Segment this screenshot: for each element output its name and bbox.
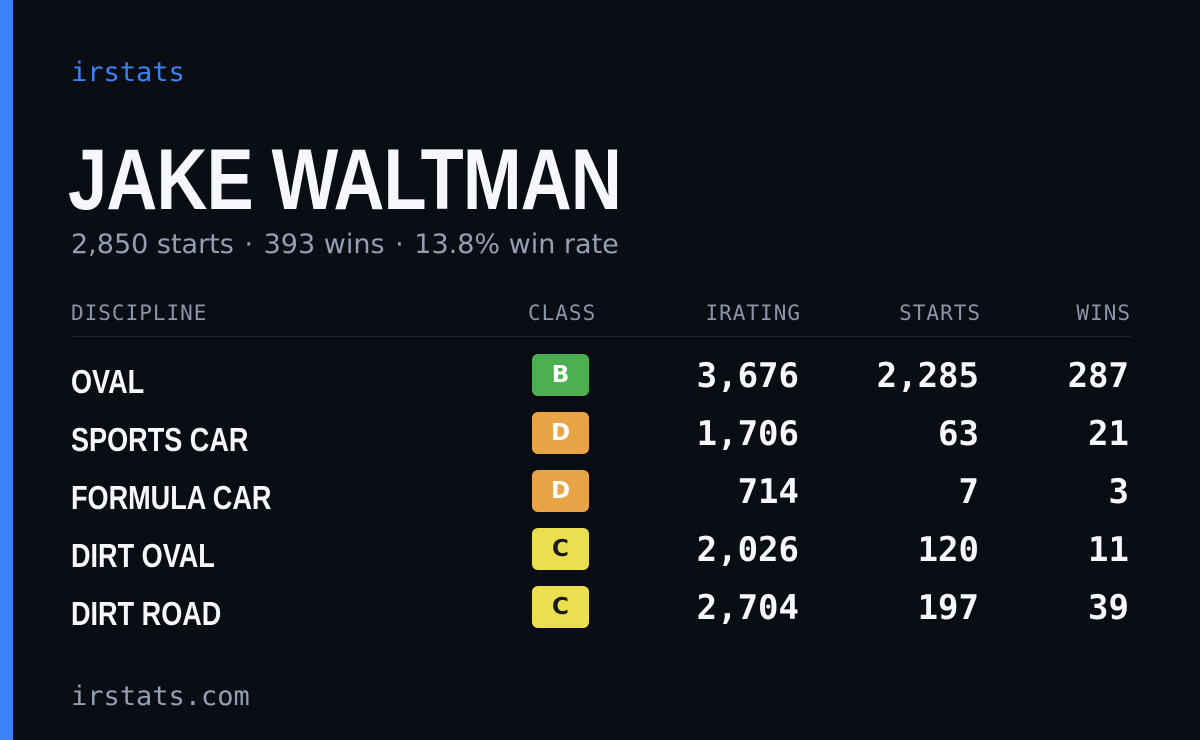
- player-name: JAKE WALTMAN: [68, 132, 622, 228]
- wins-value: 287: [1067, 356, 1129, 396]
- discipline-name: OVAL: [71, 363, 145, 400]
- table-row: DIRT OVAL C 2,026 120 11: [71, 528, 1131, 586]
- wins-value: 21: [1088, 414, 1129, 454]
- header-starts: STARTS: [899, 301, 981, 325]
- player-summary: 2,850 starts · 393 wins · 13.8% win rate: [71, 228, 619, 262]
- irating-value: 3,676: [696, 356, 799, 396]
- class-badge: D: [532, 470, 589, 512]
- separator: ·: [395, 229, 404, 260]
- wins-value: 39: [1088, 588, 1129, 628]
- starts-value: 120: [917, 530, 979, 570]
- table-row: DIRT ROAD C 2,704 197 39: [71, 586, 1131, 644]
- irating-value: 1,706: [696, 414, 799, 454]
- discipline-name: SPORTS CAR: [71, 421, 249, 458]
- discipline-name: DIRT ROAD: [71, 595, 222, 632]
- brand-logo: irstats: [71, 57, 185, 88]
- separator: ·: [244, 229, 254, 260]
- class-badge: C: [532, 528, 589, 570]
- irating-value: 714: [737, 472, 799, 512]
- starts-value: 63: [938, 414, 979, 454]
- class-badge: B: [532, 354, 589, 396]
- starts-value: 7: [958, 472, 979, 512]
- starts-value: 2,285: [876, 356, 979, 396]
- wins-value: 3: [1108, 472, 1129, 512]
- discipline-name: DIRT OVAL: [71, 537, 215, 574]
- header-discipline: DISCIPLINE: [71, 301, 208, 325]
- irating-value: 2,026: [696, 530, 799, 570]
- footer-url: irstats.com: [71, 681, 250, 712]
- class-badge: D: [532, 412, 589, 454]
- wins-summary: 393 wins: [263, 229, 385, 260]
- header-irating: IRATING: [705, 301, 801, 325]
- table-header: DISCIPLINE CLASS IRATING STARTS WINS: [71, 298, 1131, 337]
- table-row: SPORTS CAR D 1,706 63 21: [71, 412, 1131, 470]
- accent-bar: [0, 0, 13, 740]
- win-rate-summary: 13.8% win rate: [414, 229, 619, 260]
- starts-summary: 2,850 starts: [71, 229, 234, 260]
- irating-value: 2,704: [696, 588, 799, 628]
- header-class: CLASS: [528, 301, 597, 325]
- table-row: FORMULA CAR D 714 7 3: [71, 470, 1131, 528]
- table-row: OVAL B 3,676 2,285 287: [71, 354, 1131, 412]
- wins-value: 11: [1088, 530, 1129, 570]
- starts-value: 197: [917, 588, 979, 628]
- header-wins: WINS: [1076, 301, 1131, 325]
- discipline-name: FORMULA CAR: [71, 479, 272, 516]
- class-badge: C: [532, 586, 589, 628]
